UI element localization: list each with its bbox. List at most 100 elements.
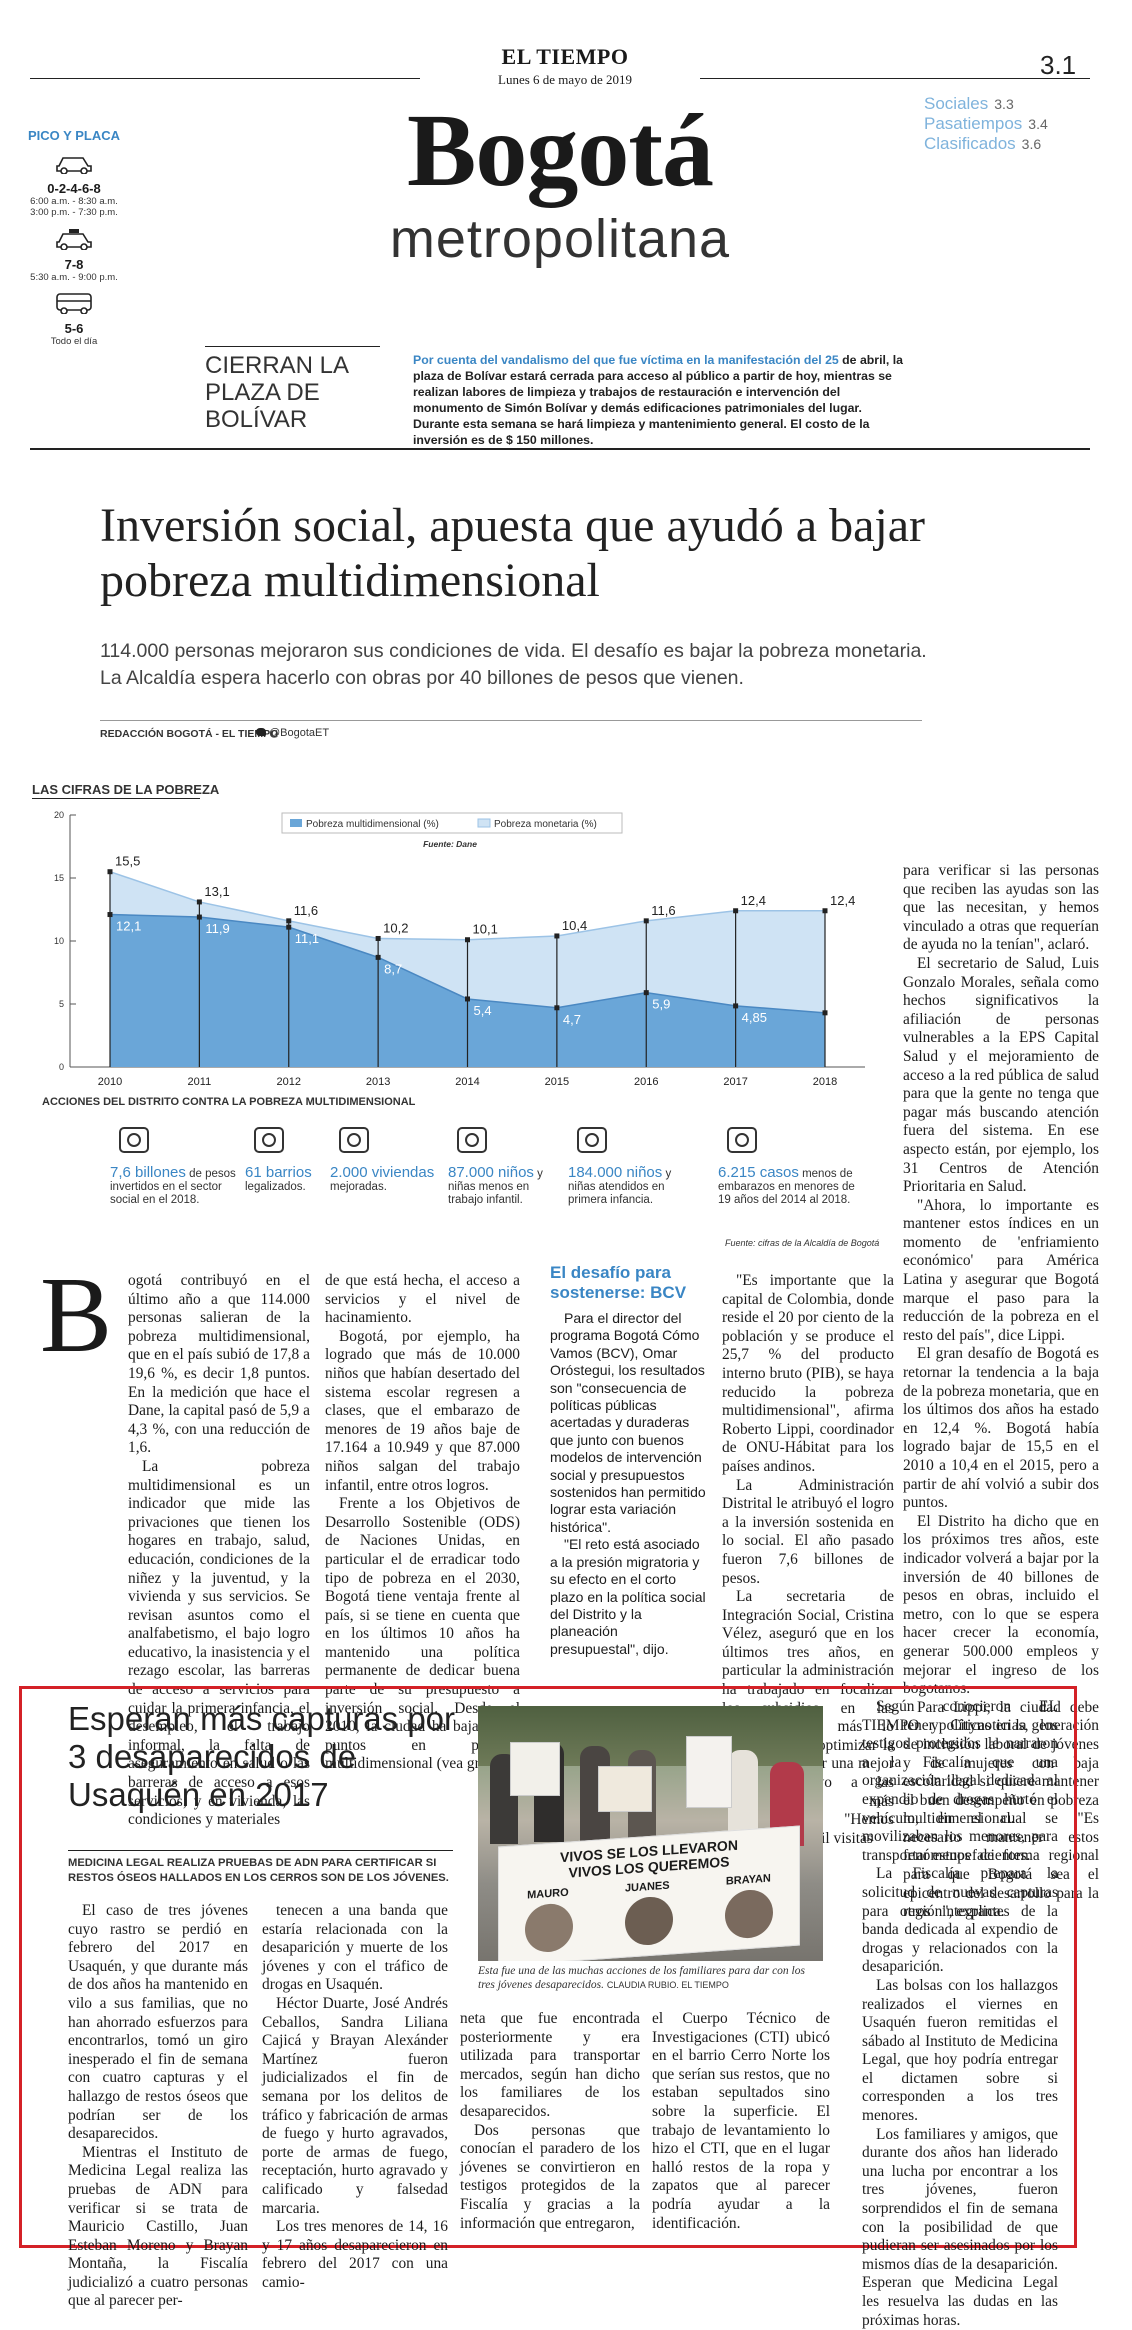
pico-placa-cars: 0-2-4-6-8 6:00 a.m. - 8:30 a.m. 3:00 p.m…	[24, 152, 124, 218]
action-stat-text: mejoradas.	[330, 1181, 387, 1193]
x-tick-label: 2010	[98, 1076, 122, 1088]
x-tick-label: 2016	[634, 1076, 658, 1088]
taxi-plates: 7-8	[64, 257, 84, 272]
y-tick-label: 15	[54, 873, 64, 883]
second-col-2: tenecen a una banda que estaría relacion…	[262, 1902, 448, 2292]
main-subtitle: 114.000 personas mejoraron sus condicion…	[100, 640, 927, 689]
chart-title: LAS CIFRAS DE LA POBREZA	[32, 782, 220, 797]
x-tick-label: 2015	[545, 1076, 569, 1088]
point-multidimensional	[822, 1010, 828, 1016]
pico-placa-taxis: 7-8 5:30 a.m. - 9:00 p.m.	[24, 228, 124, 283]
byline: REDACCIÓN BOGOTÁ - EL TIEMPO	[100, 728, 279, 740]
chart-title-rule	[32, 798, 200, 799]
main-col-5: para verificar si las personas que recib…	[903, 862, 1099, 1922]
legend-label-monetaria: Pobreza monetaria (%)	[494, 819, 597, 830]
point-monetaria	[554, 933, 560, 939]
paragraph: El caso de tres jóvenes cuyo rastro se p…	[68, 1902, 248, 2143]
legend-box	[281, 812, 623, 834]
paragraph: El secretario de Salud, Luis Gonzalo Mor…	[903, 954, 1099, 1196]
second-article-frame	[19, 1686, 1077, 2248]
x-tick-label: 2011	[188, 1076, 212, 1088]
paragraph: La Administración Distrital le atribuyó …	[722, 1476, 894, 1587]
banner-name-1: MAURO	[527, 1886, 569, 1902]
portrait-2	[625, 1895, 673, 1947]
paragraph: tenecen a una banda que estaría relacion…	[262, 1902, 448, 1994]
baby-icon	[572, 1120, 612, 1160]
paragraph: Para el director del programa Bogotá Cóm…	[550, 1310, 706, 1535]
second-headline[interactable]: Esperan más capturas por 3 desaparecidos…	[68, 1700, 456, 1813]
section-subtitle: metropolitana	[389, 209, 731, 269]
poverty-chart: 0 5 10 15 20 15,5 12,1 2010 13,1 11,9 2011 11,6 11,1…	[54, 810, 865, 1088]
bus-plates: 5-6	[64, 321, 84, 336]
action-stat: 184.000 niños y niñas atendidos en prime…	[568, 1165, 698, 1207]
action-stat: 61 barrios legalizados.	[245, 1165, 325, 1194]
children-icon	[452, 1120, 492, 1160]
point-multidimensional	[375, 954, 381, 960]
legend-label-multidimensional: Pobreza multidimensional (%)	[306, 819, 439, 830]
point-monetaria	[465, 937, 470, 943]
paragraph: Para Lippi, la ciudad debe tener polític…	[903, 1698, 1099, 1921]
x-tick-label: 2013	[366, 1076, 390, 1088]
label-monetaria: 13,1	[204, 884, 229, 899]
paragraph: el Cuerpo Técnico de Investigaciones (CT…	[652, 2010, 830, 2232]
label-monetaria: 12,4	[741, 893, 766, 908]
legend-swatch-monetaria	[477, 818, 491, 828]
index-item-clasificados[interactable]: Clasificados 3.6	[924, 134, 1042, 153]
second-col-5: Según conocieron EL TIEMPO y Citynoticia…	[862, 1698, 1058, 2330]
label-monetaria: 11,6	[294, 903, 318, 918]
paragraph: Dos personas que conocían el paradero de…	[460, 2121, 640, 2232]
teaser-headline[interactable]: CIERRAN LA PLAZA DE BOLÍVAR	[205, 352, 348, 433]
portrait-1	[525, 1902, 573, 1954]
banner-name-3: BRAYAN	[725, 1872, 771, 1888]
main-col-2: de que está hecha, el acceso a servicios…	[325, 1272, 520, 1774]
page-number: 3.1	[1040, 50, 1077, 80]
photo-credit: CLAUDIA RUBIO. EL TIEMPO	[606, 1980, 729, 1990]
point-multidimensional	[554, 1005, 560, 1011]
paragraph: Héctor Duarte, José Andrés Ceballos, San…	[262, 1994, 448, 2217]
actions-source: Fuente: cifras de la Alcaldía de Bogotá	[725, 1238, 880, 1248]
taxi-times: 5:30 a.m. - 9:00 p.m.	[30, 272, 118, 283]
paragraph: Según conocieron EL TIEMPO y Citynoticia…	[862, 1698, 1058, 1864]
families-protest-photo: VIVOS SE LOS LLEVARON VIVOS LOS QUEREMOS…	[478, 1706, 823, 1961]
main-headline[interactable]: Inversión social, apuesta que ayudó a ba…	[100, 499, 926, 607]
x-tick-label: 2018	[813, 1076, 837, 1088]
label-monetaria: 12,4	[830, 893, 855, 908]
x-tick-label: 2012	[277, 1076, 301, 1088]
label-multidimensional: 5,4	[474, 1003, 492, 1018]
action-stat: 7,6 billones de pesos invertidos en el s…	[110, 1165, 240, 1207]
protest-banner: VIVOS SE LOS LLEVARON VIVOS LOS QUEREMOS…	[498, 1825, 800, 1961]
byline-rule	[100, 720, 922, 721]
section-title: Bogotá	[407, 93, 714, 208]
taxi-icon	[56, 229, 92, 251]
index-item-sociales[interactable]: Sociales 3.3	[924, 94, 1014, 113]
paragraph: Las bolsas con los hallazgos realizados …	[862, 1976, 1058, 2125]
twitter-handle[interactable]: @BogotaET	[256, 727, 329, 739]
point-monetaria	[196, 899, 202, 905]
legend-swatch-multidimensional	[290, 819, 302, 827]
y-tick-label: 20	[54, 810, 64, 820]
paragraph: de que está hecha, el acceso a servicios…	[325, 1272, 520, 1327]
action-stat-text: menos de embarazos en menores de 19 años…	[718, 1168, 855, 1206]
twitter-handle-text: @BogotaET	[269, 727, 330, 739]
point-monetaria	[107, 869, 113, 875]
paragraph: "El reto está asociado a la presión migr…	[550, 1536, 706, 1657]
point-multidimensional	[196, 914, 202, 920]
sidebar-title: El desafío para sostenerse: BCV	[550, 1263, 687, 1302]
point-monetaria	[286, 918, 292, 924]
action-stat-text: y niñas atendidos en primera infancia.	[568, 1168, 672, 1206]
action-stat-text: de pesos invertidos en el sector social …	[110, 1168, 236, 1206]
point-monetaria	[375, 935, 381, 941]
label-multidimensional: 5,9	[652, 997, 670, 1012]
paragraph: Mientras el Instituto de Medicina Legal …	[68, 2143, 248, 2310]
action-stat-value: 87.000 niños	[448, 1164, 534, 1181]
point-monetaria	[643, 918, 649, 924]
label-monetaria: 10,4	[562, 918, 587, 933]
header-rule-right	[700, 78, 1090, 79]
teaser-text: de abril, la plaza de Bolívar estará cer…	[413, 353, 903, 447]
money-icon	[114, 1120, 154, 1160]
twitter-icon	[256, 728, 266, 736]
index-item-pasatiempos[interactable]: Pasatiempos 3.4	[924, 114, 1048, 133]
teaser-lead: Por cuenta del vandalismo del que fue ví…	[413, 353, 839, 367]
x-tick-label: 2017	[723, 1076, 747, 1088]
paragraph: "Ahora, lo importante es mantener estos …	[903, 1196, 1099, 1344]
